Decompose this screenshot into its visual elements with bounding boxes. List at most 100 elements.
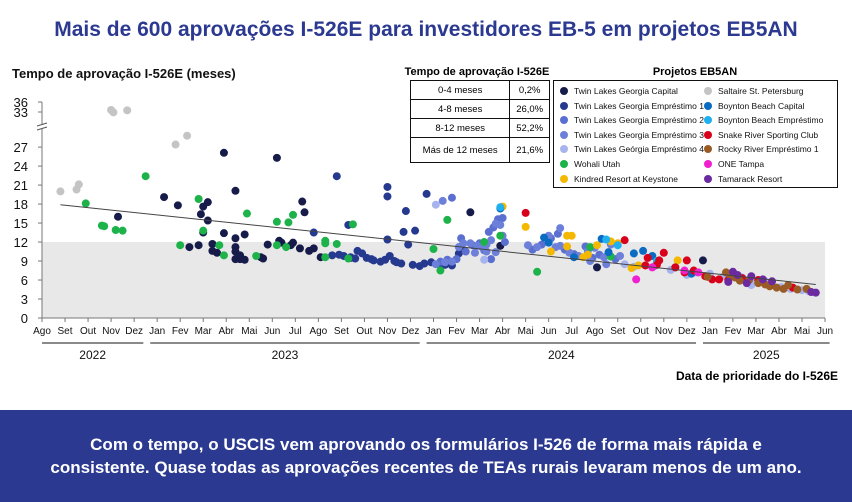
data-point (282, 243, 291, 252)
y-tick-label: 21 (14, 178, 28, 193)
data-point (438, 196, 447, 205)
legend-marker-icon (560, 174, 568, 183)
data-point (411, 226, 420, 235)
data-point (213, 248, 222, 257)
data-point (399, 227, 408, 236)
legend-marker-icon (560, 116, 568, 125)
data-point (496, 203, 505, 212)
data-point (300, 208, 309, 217)
data-point (466, 239, 475, 248)
data-point (567, 231, 576, 240)
y-tick-label: 9 (21, 254, 28, 269)
data-point (309, 244, 318, 253)
legend-marker-icon (560, 101, 568, 110)
data-point (556, 241, 565, 250)
y-axis-label: Tempo de aprovação I-526E (meses) (12, 66, 236, 81)
legend-label: Snake River Sporting Club (718, 129, 819, 140)
data-point (194, 241, 203, 250)
x-axis-title: Data de prioridade do I-526E (675, 369, 838, 383)
data-point (185, 243, 194, 252)
data-point (321, 253, 330, 262)
data-point (768, 277, 777, 286)
x-tick-label: Jul (565, 326, 578, 337)
data-point (703, 272, 712, 281)
table-row: 8-12 meses 52,2% (409, 118, 550, 138)
legend-item: Tamarack Resort (704, 174, 782, 184)
year-label: 2025 (752, 348, 780, 362)
table-cell: 4-8 meses (409, 99, 511, 119)
data-point (171, 140, 180, 149)
x-tick-label: Nov (379, 326, 397, 337)
data-point (733, 270, 742, 279)
data-point (602, 260, 611, 269)
data-point (627, 263, 636, 272)
x-tick-label: Ago (309, 326, 327, 337)
data-point (321, 239, 330, 248)
table-cell: 0-4 meses (409, 80, 511, 100)
data-point (141, 172, 150, 181)
y-tick-label: 24 (14, 159, 28, 174)
data-point (328, 251, 337, 260)
data-point (383, 182, 392, 191)
data-point (392, 258, 401, 267)
table-cell: 21,6% (509, 137, 550, 163)
data-point (284, 218, 293, 227)
legend-item: Twin Lakes Georgia Empréstimo 2 (560, 115, 704, 125)
legend-item: Twin Lakes Georgia Empréstimo 3 (560, 130, 704, 140)
data-point (408, 260, 417, 269)
data-point (521, 208, 530, 217)
data-point (724, 277, 733, 286)
year-label: 2023 (271, 348, 299, 362)
data-point (447, 193, 456, 202)
data-point (81, 199, 90, 208)
data-point (569, 253, 578, 262)
data-point (173, 201, 182, 210)
table-cell: 26,0% (509, 99, 550, 119)
data-point (593, 263, 602, 272)
legend-marker-icon (704, 101, 712, 110)
data-point (586, 243, 595, 252)
data-point (74, 180, 83, 189)
data-point (348, 220, 357, 229)
y-tick-label: 27 (14, 140, 28, 155)
data-point (546, 247, 555, 256)
data-point (470, 248, 479, 257)
data-point (351, 254, 360, 263)
legend-item: Snake River Sporting Club (704, 130, 818, 140)
x-tick-label: Ago (33, 326, 51, 337)
data-point (747, 272, 756, 281)
legend-label: Tamarack Resort (718, 173, 783, 184)
data-point (632, 275, 641, 284)
data-point (480, 255, 489, 264)
data-point (344, 254, 353, 263)
y-tick-label: 36 (14, 95, 28, 110)
data-point (599, 253, 608, 262)
data-point (420, 259, 429, 268)
legend-label: Twin Lakes Georgia Empréstimo 1 (574, 100, 704, 111)
data-point (682, 256, 691, 265)
data-point (563, 242, 572, 251)
data-point (620, 236, 629, 245)
x-tick-label: Out (356, 326, 372, 337)
year-label: 2024 (547, 348, 575, 362)
data-point (629, 249, 638, 258)
legend: Twin Lakes Georgia Capital Twin Lakes Geo… (553, 80, 838, 188)
data-point (540, 233, 549, 242)
data-point (332, 172, 341, 181)
data-point (109, 108, 118, 117)
legend-label: Saltaire St. Petersburg (718, 86, 804, 96)
data-point (118, 226, 127, 235)
legend-title: Projetos EB5AN (652, 66, 738, 78)
data-point (203, 198, 212, 207)
data-point (272, 217, 281, 226)
legend-marker-icon (560, 160, 568, 168)
x-tick-label: Set (610, 326, 625, 337)
table-title: Tempo de aprovação I-526E (404, 66, 550, 78)
data-point (252, 251, 261, 260)
data-point (272, 241, 281, 250)
x-tick-label: Out (633, 326, 649, 337)
data-point (183, 131, 192, 140)
data-point (491, 248, 500, 257)
page-title: Mais de 600 aprovações I-526E para inves… (54, 18, 798, 41)
legend-marker-icon (704, 174, 712, 183)
